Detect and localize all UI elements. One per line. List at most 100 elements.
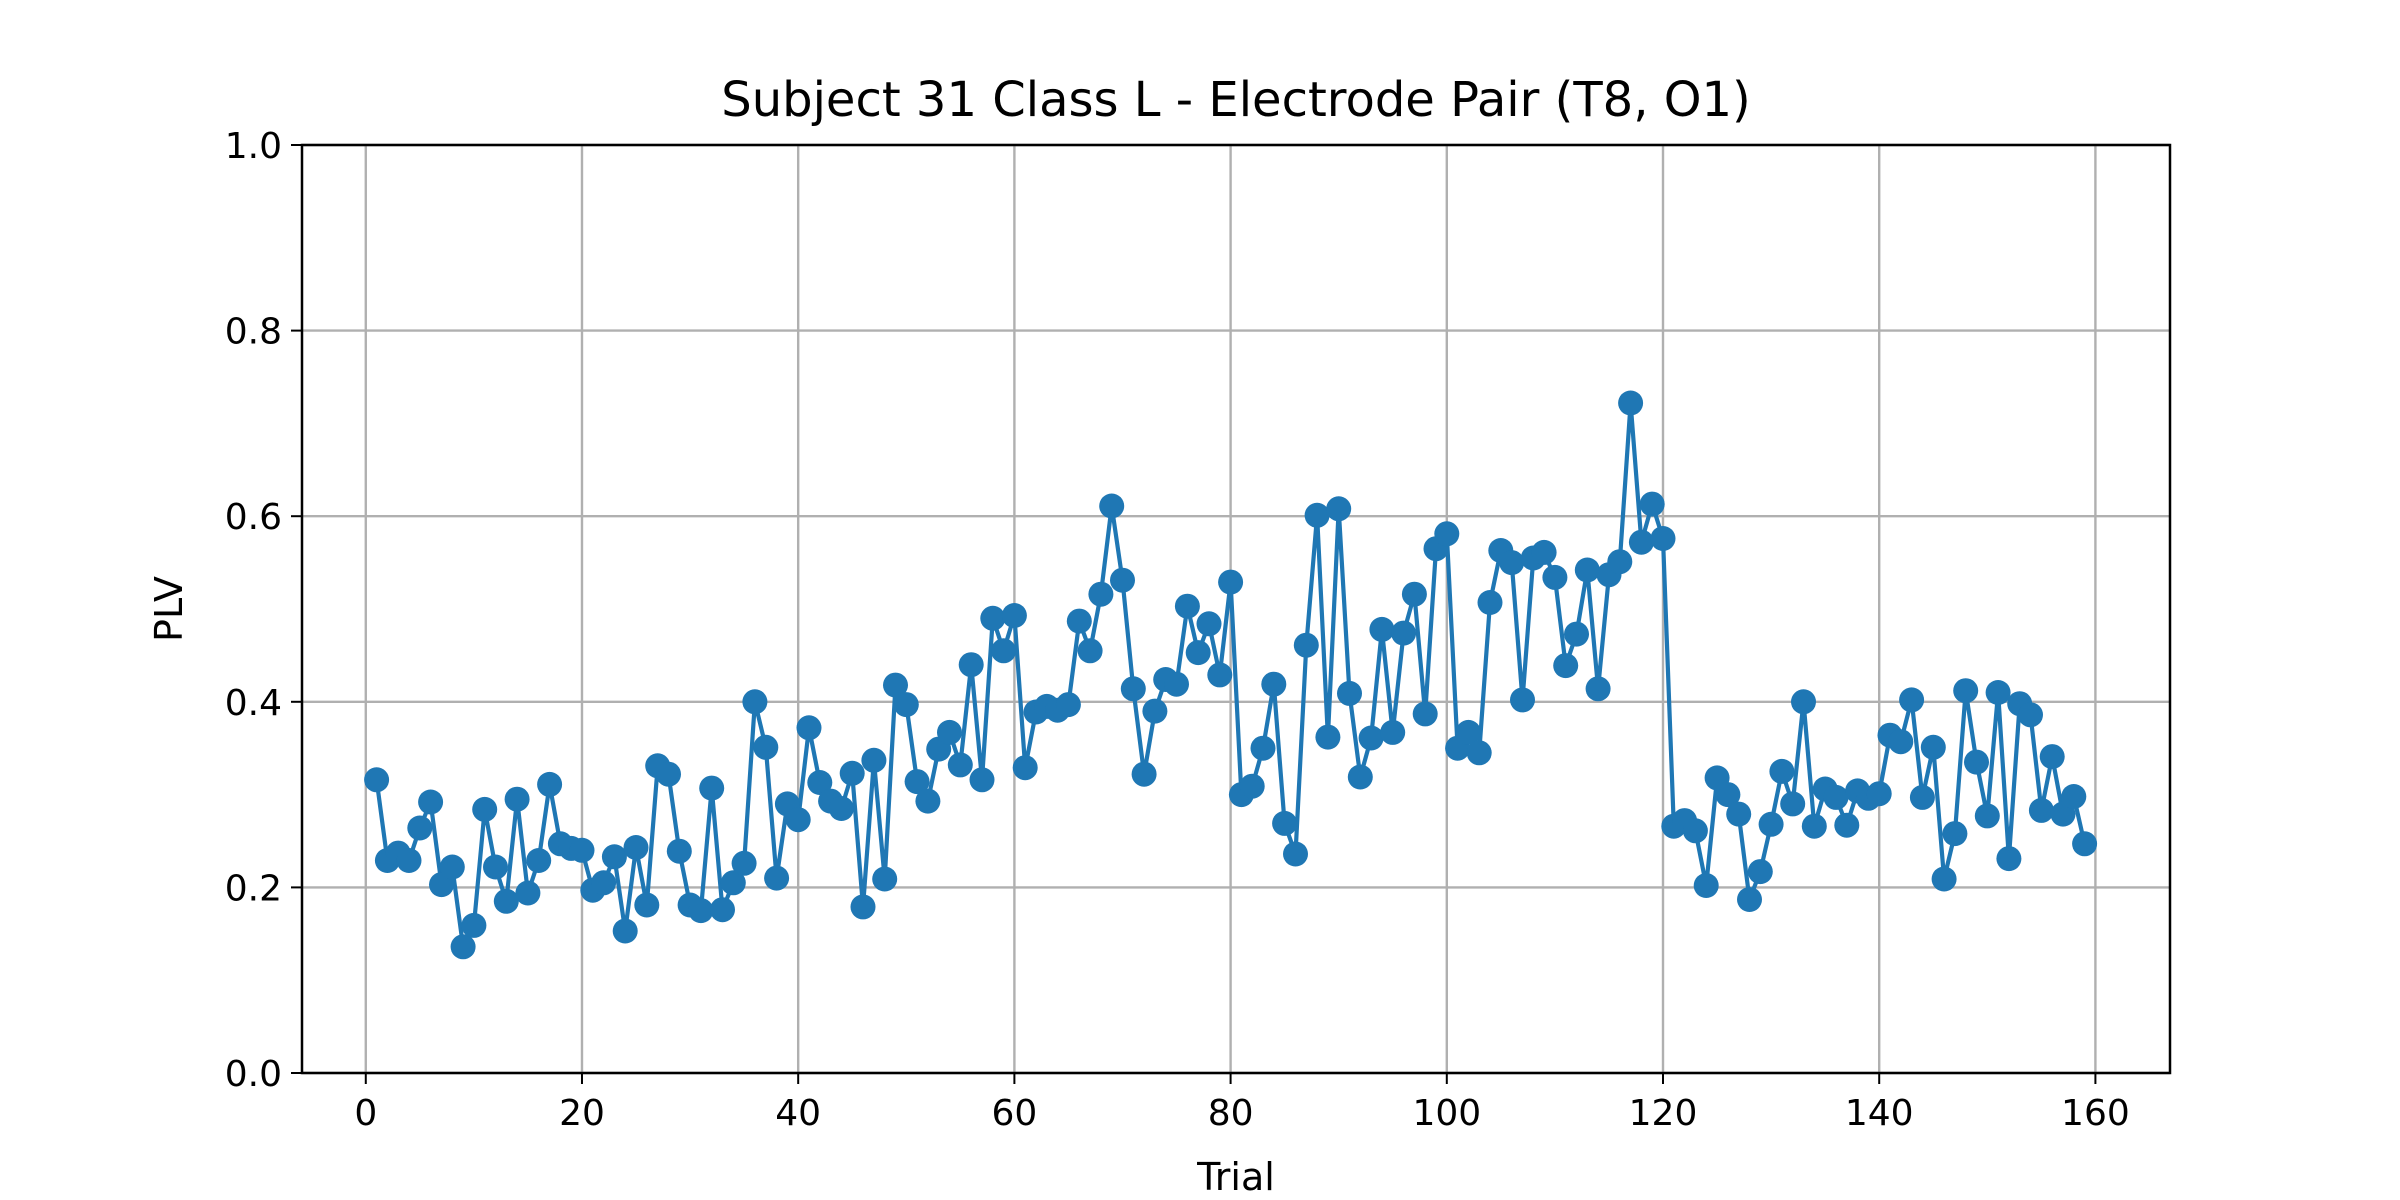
data-point [1337, 680, 1362, 706]
data-point [1304, 502, 1330, 528]
data-point [1455, 719, 1481, 745]
data-point [472, 796, 498, 822]
data-point [526, 848, 552, 873]
data-point [1110, 567, 1135, 593]
data-point [1077, 638, 1103, 664]
data-point [1185, 640, 1211, 666]
data-point [2018, 702, 2043, 728]
data-point [796, 715, 822, 741]
data-point [1801, 813, 1827, 839]
data-point [1834, 812, 1860, 838]
data-point [2072, 831, 2098, 857]
data-point [969, 767, 995, 793]
data-point [515, 880, 541, 906]
data-point [731, 850, 757, 876]
x-tick-label: 100 [1412, 1093, 1481, 1134]
x-tick-label: 120 [1629, 1093, 1698, 1134]
data-point [483, 854, 508, 880]
data-point [1174, 593, 1200, 619]
data-point [1055, 692, 1081, 718]
data-point [1164, 671, 1189, 697]
data-series [364, 390, 2098, 960]
data-point [958, 652, 984, 678]
data-point [1747, 859, 1773, 885]
data-point [850, 894, 876, 920]
data-point [1012, 755, 1038, 781]
data-point [418, 789, 444, 815]
data-point [720, 870, 746, 896]
data-point [1964, 749, 1989, 775]
x-tick-label: 140 [1845, 1093, 1914, 1134]
data-point [612, 918, 638, 944]
data-point [2039, 744, 2065, 770]
data-point [1909, 784, 1935, 810]
data-point [1650, 526, 1676, 551]
data-point [980, 605, 1006, 631]
data-point [1639, 491, 1665, 517]
x-tick-label: 60 [991, 1093, 1037, 1134]
data-point [1931, 866, 1957, 892]
data-point [861, 747, 887, 773]
data-point [1142, 698, 1168, 724]
data-point [1715, 782, 1741, 808]
data-point [1283, 841, 1308, 867]
data-point [947, 752, 973, 778]
data-point [1618, 390, 1644, 416]
data-point [1542, 564, 1568, 590]
y-tick-label: 0.0 [225, 1054, 282, 1095]
data-point [1682, 818, 1708, 844]
axes-frame [300, 143, 2172, 1075]
data-point [872, 866, 898, 892]
x-tick-label: 40 [775, 1093, 821, 1134]
data-point [828, 796, 854, 821]
x-axis-label: Trial [1196, 1155, 1275, 1199]
data-point [1477, 590, 1503, 615]
data-point [764, 865, 790, 891]
data-point [1985, 680, 2011, 705]
data-point [407, 815, 433, 841]
data-point [785, 807, 811, 833]
data-point [1791, 689, 1816, 715]
data-point [1412, 701, 1438, 727]
data-point [634, 892, 660, 918]
data-point [904, 769, 930, 795]
data-point [893, 692, 919, 718]
data-point [1347, 764, 1373, 790]
chart-title: Subject 31 Class L - Electrode Pair (T8,… [721, 72, 1751, 128]
data-point [1250, 735, 1276, 761]
data-point [1585, 676, 1611, 702]
data-point [1239, 773, 1265, 799]
data-point [493, 888, 519, 914]
data-point [1293, 632, 1319, 658]
data-point [1780, 791, 1806, 817]
data-point [1131, 761, 1157, 787]
data-point [1434, 521, 1460, 547]
data-point [1866, 781, 1892, 807]
y-tick-label: 0.8 [225, 312, 282, 353]
data-point [710, 897, 735, 923]
data-point [1974, 803, 2000, 829]
data-point [1531, 539, 1557, 565]
data-point [937, 719, 962, 745]
data-point [1693, 873, 1719, 898]
y-tick-label: 1.0 [225, 126, 282, 167]
data-point [537, 771, 563, 797]
data-point [656, 761, 681, 787]
y-tick-label: 0.4 [225, 683, 282, 724]
axis-ticks: 0 20 40 60 80 100 120 140 160 0.0 0.2 0.4 0.6 0.8 1.0 [225, 126, 2130, 1134]
data-point [1564, 621, 1589, 647]
data-point [1466, 740, 1492, 766]
y-tick-label: 0.2 [225, 868, 282, 909]
data-point [1315, 724, 1341, 750]
data-point [1758, 811, 1784, 837]
data-point [461, 912, 487, 938]
data-point [1358, 725, 1384, 751]
data-point [1553, 653, 1579, 679]
y-axis-label: PLV [147, 576, 191, 642]
data-point [666, 838, 692, 864]
data-point [753, 734, 779, 760]
data-point [1920, 734, 1946, 760]
x-tick-label: 0 [354, 1093, 377, 1134]
